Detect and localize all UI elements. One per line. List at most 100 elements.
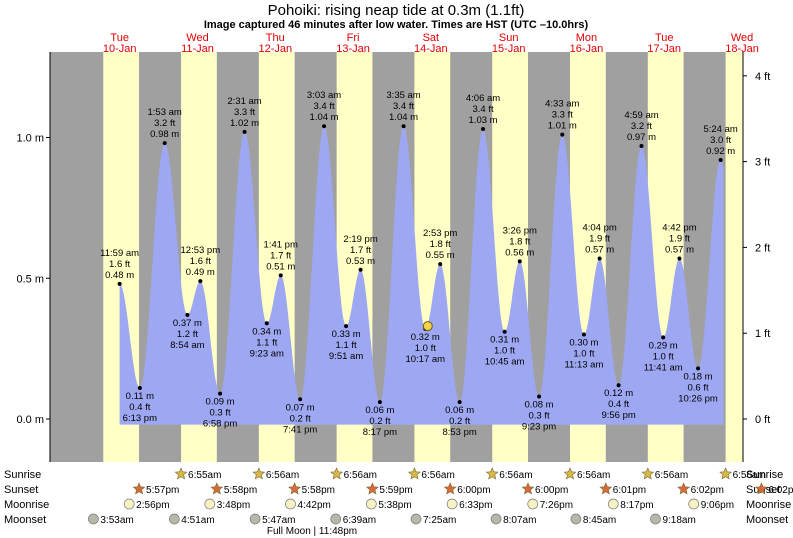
moonrise-icon <box>204 498 216 510</box>
tide-label: 8:54 am <box>170 340 204 351</box>
sunrise-time: 6:55am <box>188 470 221 481</box>
tide-extreme-point <box>401 124 406 129</box>
tide-label: 3:03 am <box>307 90 341 101</box>
tide-extreme-point <box>718 158 723 163</box>
chart-title: Pohoiki: rising neap tide at 0.3m (1.1ft… <box>268 2 525 19</box>
tide-extreme-point <box>137 386 142 391</box>
right-tick-label: 0 ft <box>755 414 770 426</box>
tide-label: 4:42 pm <box>662 223 696 234</box>
day-headers: Tue10-JanWed11-JanThu12-JanFri13-JanSat1… <box>103 32 759 55</box>
chart-subtitle: Image captured 46 minutes after low wate… <box>204 19 589 31</box>
sunset-icon <box>677 482 691 495</box>
sunrise-icon <box>719 467 733 480</box>
sunset-icon <box>210 482 224 495</box>
tide-label: 9:56 pm <box>601 410 635 421</box>
sunset-time: 6:00pm <box>457 485 490 496</box>
sunrise-time: 6:56am <box>266 470 299 481</box>
tide-label: 8:17 pm <box>363 427 397 438</box>
moonset-time: 3:53am <box>100 515 133 526</box>
tide-extreme-point <box>616 383 621 388</box>
tide-label: 0.30 m <box>569 338 598 349</box>
sunset-time: 5:58pm <box>224 485 257 496</box>
day-name: Sun <box>499 32 519 44</box>
tide-label: 1.6 ft <box>109 259 130 270</box>
tide-extreme-point <box>264 321 269 326</box>
tide-extreme-point <box>344 324 349 329</box>
tide-label: 2:31 am <box>227 96 261 107</box>
tide-label: 1.6 ft <box>190 256 211 267</box>
moon-phase-label: Full Moon | 11:48pm <box>267 526 357 537</box>
sunset-icon <box>443 482 457 495</box>
sunrise-icon <box>407 467 421 480</box>
tide-label: 0.34 m <box>252 326 281 337</box>
tide-label: 3.3 ft <box>234 107 255 118</box>
tide-label: 4:59 am <box>624 110 658 121</box>
moonset-icon <box>88 513 99 525</box>
sunrise-icon <box>330 467 344 480</box>
moonrise-icon <box>446 498 458 510</box>
almanac-row-label-left: Moonset <box>4 514 46 526</box>
tide-label: 4:33 am <box>545 99 579 110</box>
tide-label: 10:17 am <box>405 354 445 365</box>
tide-label: 3.3 ft <box>552 110 573 121</box>
moonrise-icon <box>365 498 377 510</box>
day-date: 11-Jan <box>181 43 214 55</box>
tide-label: 6:58 pm <box>203 419 237 430</box>
day-date: 15-Jan <box>492 43 526 55</box>
day-name: Wed <box>731 32 753 44</box>
moonset-icon <box>490 513 502 525</box>
moonrise-icon <box>688 498 700 510</box>
tide-label: 1.03 m <box>469 115 498 126</box>
sunset-time: 5:57pm <box>146 485 179 496</box>
tide-label: 0.4 ft <box>129 402 150 413</box>
tide-extreme-point <box>502 329 507 334</box>
tide-extreme-point <box>696 366 701 371</box>
left-tick-label: 0.0 m <box>16 414 44 426</box>
tide-label: 1.02 m <box>230 118 259 129</box>
tide-extreme-point <box>162 141 167 146</box>
tide-label: 3.2 ft <box>154 118 175 129</box>
moonset-icon <box>168 513 180 525</box>
tide-label: 0.57 m <box>665 245 694 256</box>
tide-label: 1.0 ft <box>494 346 515 357</box>
sunset-icon <box>599 482 613 495</box>
tide-label: 5:24 am <box>703 124 737 135</box>
tide-label: 0.2 ft <box>449 416 470 427</box>
moonset-time: 7:25am <box>423 515 456 526</box>
tide-label: 0.32 m <box>411 332 440 343</box>
moonset-time: 4:51am <box>181 515 214 526</box>
almanac-row-label-right: Moonrise <box>746 499 791 511</box>
tide-label: 0.53 m <box>346 256 375 267</box>
tide-label: 3.4 ft <box>393 101 414 112</box>
day-name: Sat <box>423 32 440 44</box>
tide-label: 9:23 am <box>250 348 284 359</box>
tide-label: 0.09 m <box>206 397 235 408</box>
tide-extreme-point <box>581 332 586 337</box>
day-date: 14-Jan <box>414 43 448 55</box>
tide-label: 11:59 am <box>100 248 139 259</box>
tide-label: 1.0 ft <box>573 349 594 360</box>
moonset-icon <box>410 513 422 525</box>
chart-axes: 0.0 m 0.5 m 1.0 m 0 ft 1 ft 2 ft 3 ft 4 ft <box>16 52 770 462</box>
sunrise-time: 6:56am <box>655 470 688 481</box>
tide-label: 1.9 ft <box>669 234 690 245</box>
moonset-time: 6:39am <box>343 515 376 526</box>
moonrise-time: 5:38pm <box>378 500 411 511</box>
almanac-row-label-left: Sunrise <box>4 469 41 481</box>
tide-extreme-point <box>481 127 486 132</box>
moonrise-icon <box>285 498 296 510</box>
sunset-icon <box>365 482 379 495</box>
tide-label: 1.9 ft <box>589 234 610 245</box>
tide-label: 2:19 pm <box>343 234 377 245</box>
tide-extreme-point <box>198 279 203 284</box>
sunrise-icon <box>563 467 577 480</box>
tide-extreme-point <box>537 394 542 399</box>
moonrise-time: 7:26pm <box>540 500 573 511</box>
tide-label: 3.0 ft <box>710 135 731 146</box>
sunrise-time: 6:56am <box>499 470 532 481</box>
tide-label: 0.51 m <box>266 261 295 272</box>
sunset-icon <box>132 482 146 495</box>
tide-area-fill <box>119 126 724 425</box>
tide-label: 0.4 ft <box>608 399 629 410</box>
